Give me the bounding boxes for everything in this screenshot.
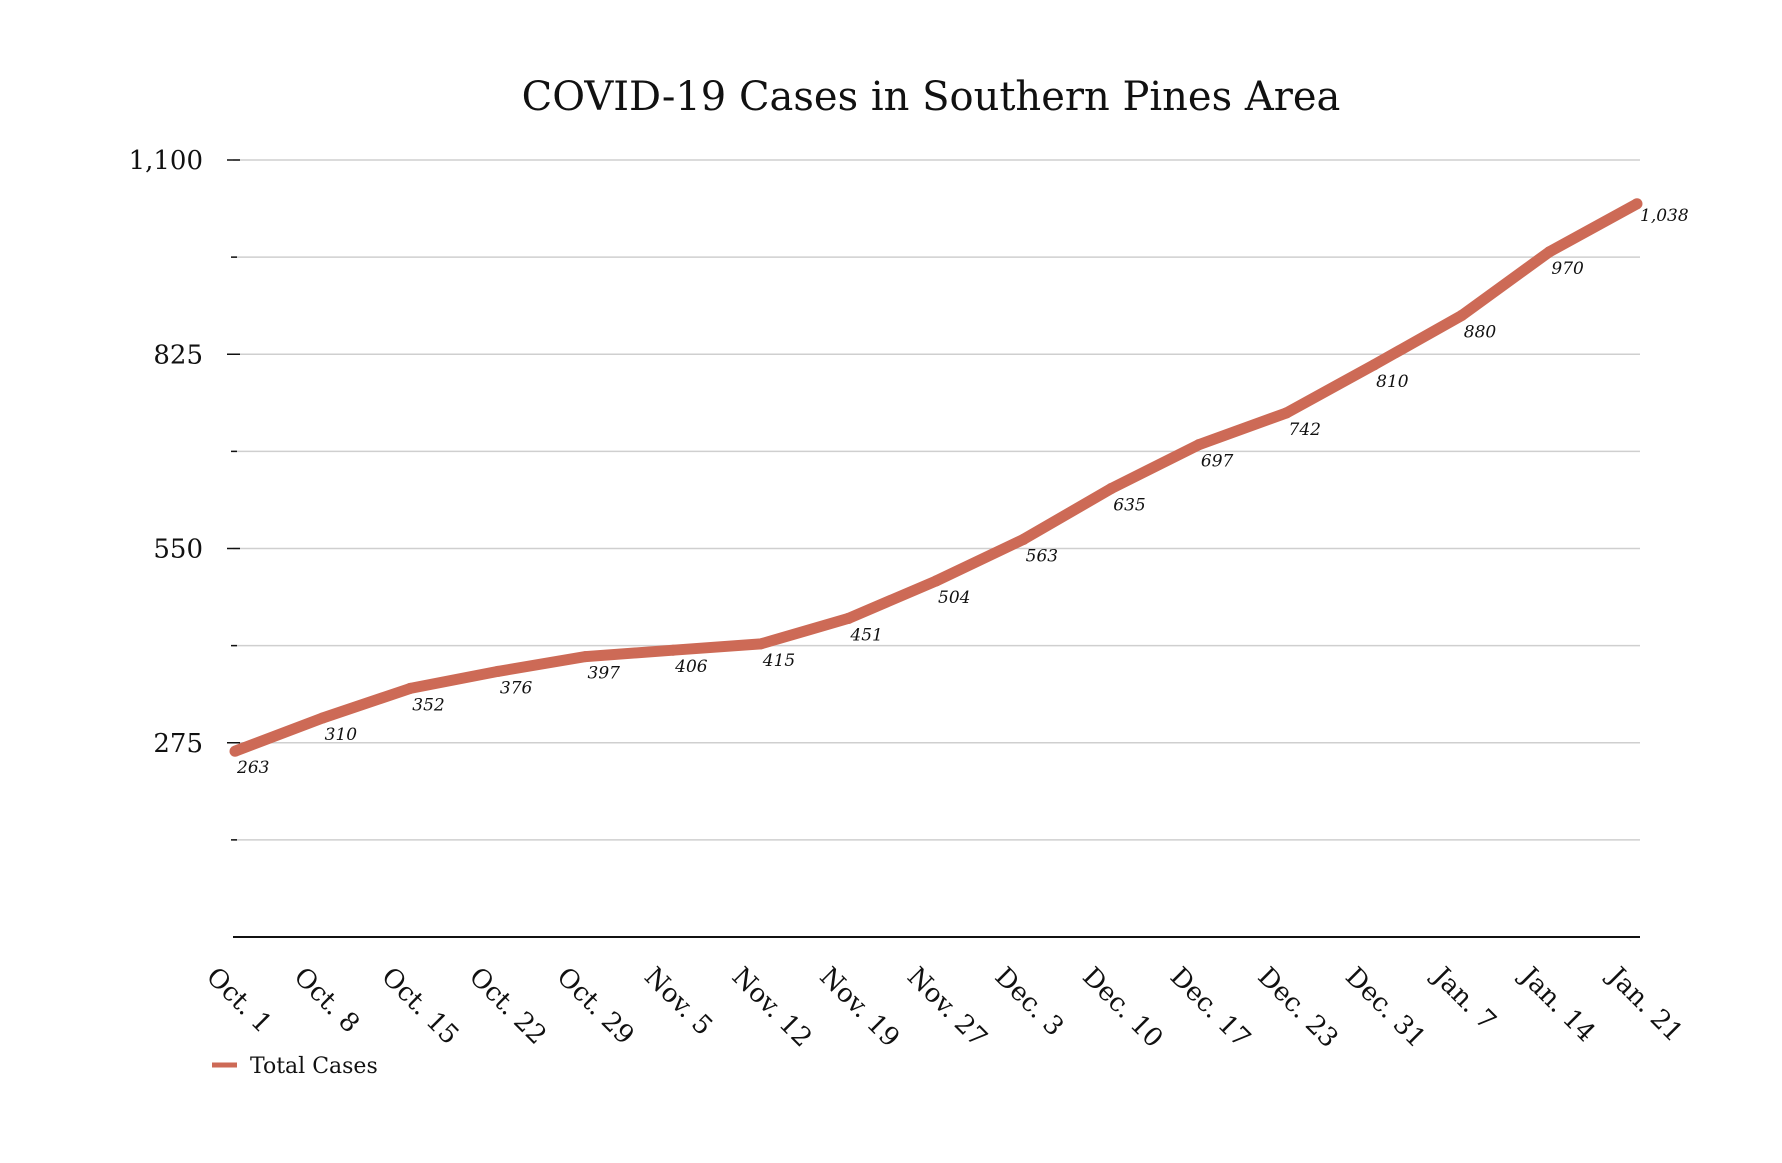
data-label: 504: [938, 588, 970, 608]
x-tick-label: Dec. 17: [1164, 962, 1256, 1054]
data-point: [1456, 309, 1468, 321]
data-point: [1193, 439, 1205, 451]
x-tick-label: Jan. 7: [1425, 960, 1502, 1037]
data-label: 263: [236, 758, 269, 778]
data-label: 697: [1201, 452, 1234, 472]
x-tick-label: Dec. 10: [1076, 962, 1168, 1054]
data-point: [667, 644, 679, 656]
chart-title: COVID-19 Cases in Southern Pines Area: [522, 74, 1341, 120]
series-line-total-cases: [233, 198, 1640, 757]
data-label: 810: [1376, 372, 1409, 392]
series-layer: [229, 198, 1643, 757]
x-tick-label: Oct. 22: [463, 962, 552, 1051]
data-point: [842, 612, 854, 624]
data-label: 970: [1551, 259, 1584, 279]
legend: Total Cases: [212, 1054, 378, 1079]
data-point: [492, 665, 504, 677]
y-tick-label: 1,100: [129, 146, 203, 176]
data-point: [930, 575, 942, 587]
data-label: 376: [500, 678, 533, 698]
data-point: [317, 712, 329, 724]
data-label: 352: [412, 695, 444, 715]
data-label: 415: [762, 651, 795, 671]
data-label: 563: [1026, 546, 1058, 566]
data-label: 406: [674, 657, 708, 677]
x-tick-label: Nov. 12: [726, 962, 818, 1054]
data-labels: 263 310 352 376 397 406 415 451 504 563 635 697 742 8…: [236, 206, 1689, 778]
data-point: [1543, 246, 1555, 258]
data-point: [1631, 198, 1643, 210]
data-label: 451: [849, 625, 882, 645]
data-label: 635: [1113, 495, 1145, 515]
data-point: [1018, 533, 1030, 545]
data-label: 397: [588, 664, 621, 684]
y-tick-label: 825: [153, 340, 203, 370]
x-tick-label: Jan. 14: [1512, 960, 1601, 1049]
data-point: [229, 745, 241, 757]
data-label: 1,038: [1640, 206, 1689, 226]
x-tick-label: Oct. 1: [200, 962, 277, 1039]
y-tick-label: 275: [153, 729, 203, 759]
x-tick-label: Nov. 5: [638, 962, 718, 1042]
data-point: [1281, 407, 1292, 419]
data-point: [1105, 482, 1117, 494]
x-tick-label: Oct. 29: [551, 962, 640, 1051]
x-tick-label: Dec. 23: [1252, 962, 1344, 1054]
data-point: [1368, 359, 1380, 371]
x-tick-label: Oct. 15: [375, 962, 464, 1051]
data-point: [755, 638, 767, 650]
data-point: [404, 682, 416, 694]
data-label: 310: [325, 725, 358, 745]
data-label: 880: [1464, 322, 1497, 342]
data-point: [580, 651, 591, 663]
x-tick-label: Oct. 8: [288, 962, 365, 1039]
legend-label: Total Cases: [250, 1054, 378, 1079]
y-tick-label: 550: [153, 535, 203, 565]
data-label: 742: [1289, 420, 1321, 440]
x-tick-label: Nov. 27: [901, 962, 993, 1054]
x-tick-label: Dec. 31: [1339, 962, 1431, 1054]
x-tick-label: Jan. 21: [1600, 960, 1689, 1049]
x-tick-label: Nov. 19: [813, 962, 905, 1054]
gridlines: [233, 159, 1640, 841]
x-tick-label: Dec. 3: [989, 962, 1070, 1043]
